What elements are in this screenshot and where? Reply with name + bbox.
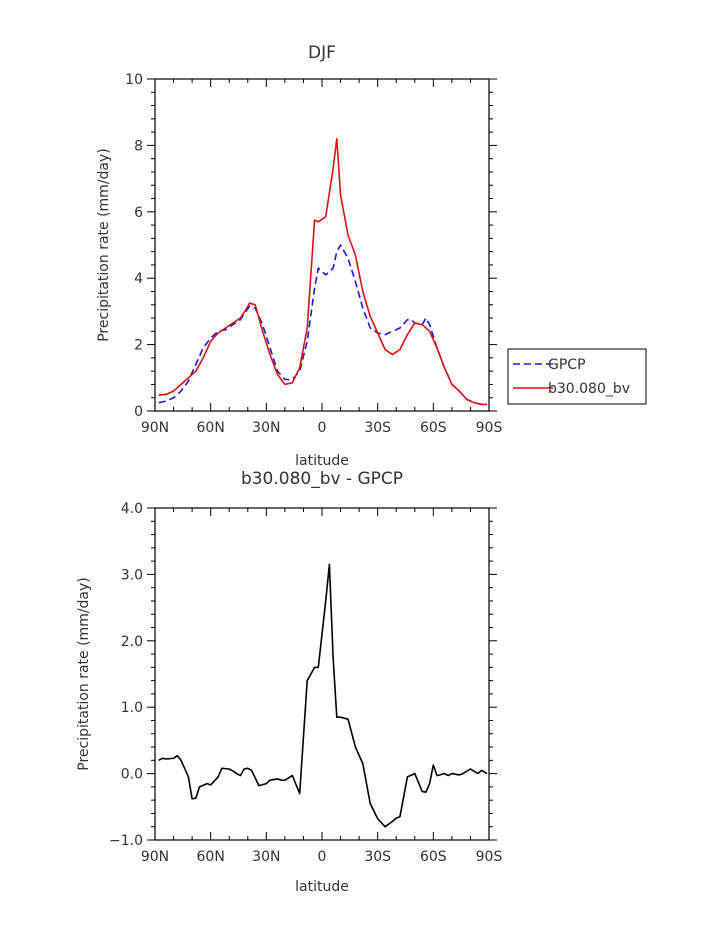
legend: GPCP b30.080_bv	[507, 348, 647, 405]
chart-title: DJF	[308, 43, 336, 63]
x-tick-label: 30S	[364, 849, 391, 865]
y-tick-label: 0.0	[121, 767, 143, 783]
x-tick-label: 30S	[364, 420, 391, 436]
chart-difference-precipitation: b30.080_bv - GPCP 90N 60N 30N 0 30S 60S 90S −1.0…	[76, 469, 502, 895]
y-tick-label: 4	[134, 271, 143, 287]
x-tick-label: 60S	[420, 420, 447, 436]
legend-label: b30.080_bv	[548, 381, 630, 397]
plot-frame	[154, 507, 490, 841]
plot-frame	[154, 78, 490, 412]
y-tick-label: −1.0	[109, 833, 143, 849]
y-axis-label: Precipitation rate (mm/day)	[76, 577, 92, 771]
x-tick-label: 30N	[252, 849, 280, 865]
y-tick-label: 6	[134, 205, 143, 221]
chart-djf-precipitation: DJF 90N 60N 30N 0 30S 60S 90S 0 2 4 6 8 10 latitude Pre…	[96, 43, 647, 469]
y-tick-label: 8	[134, 138, 143, 154]
x-tick-label: 0	[318, 420, 327, 436]
y-tick-label: 3.0	[121, 567, 143, 583]
x-axis-label: latitude	[295, 879, 349, 895]
x-axis-label: latitude	[295, 453, 349, 469]
series-line-b30-080-bv	[158, 138, 488, 406]
series-line-difference	[158, 563, 488, 828]
y-axis-label: Precipitation rate (mm/day)	[96, 148, 112, 342]
x-tick-label: 0	[318, 849, 327, 865]
y-tick-label: 4.0	[121, 501, 143, 517]
x-tick-label: 60S	[420, 849, 447, 865]
x-tick-label: 60N	[197, 420, 225, 436]
legend-label: GPCP	[548, 357, 586, 373]
legend-box	[507, 348, 647, 405]
x-tick-label: 90N	[141, 420, 169, 436]
x-tick-label: 30N	[252, 420, 280, 436]
y-tick-label: 1.0	[121, 700, 143, 716]
y-tick-label: 2.0	[121, 634, 143, 650]
y-tick-label: 2	[134, 338, 143, 354]
chart-title: b30.080_bv - GPCP	[241, 469, 403, 489]
y-tick-label: 10	[125, 72, 143, 88]
series-line-gpcp	[158, 244, 488, 406]
x-tick-label: 90N	[141, 849, 169, 865]
x-tick-label: 90S	[476, 849, 503, 865]
x-tick-label: 90S	[476, 420, 503, 436]
y-tick-label: 0	[134, 404, 143, 420]
x-tick-label: 60N	[197, 849, 225, 865]
